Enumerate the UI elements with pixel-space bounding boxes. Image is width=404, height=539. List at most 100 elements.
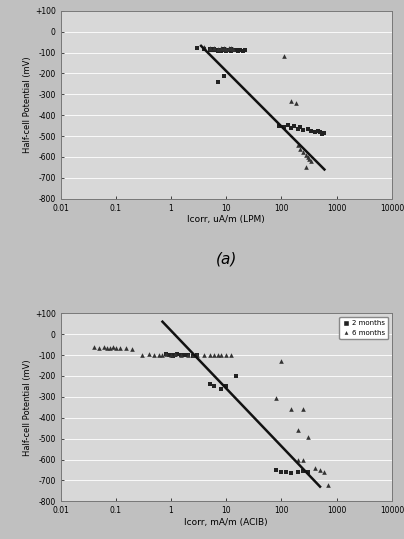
- Point: [194, 351, 201, 360]
- Point: [321, 129, 328, 137]
- Point: [201, 351, 208, 360]
- Point: [206, 351, 213, 360]
- Point: [201, 45, 208, 54]
- Point: [288, 96, 295, 105]
- Point: [177, 351, 184, 360]
- Point: [218, 47, 224, 56]
- Point: [174, 350, 181, 358]
- Point: [151, 351, 158, 360]
- Point: [300, 467, 307, 475]
- Point: [206, 380, 213, 389]
- Point: [303, 150, 309, 159]
- Point: [221, 71, 227, 80]
- Point: [273, 466, 279, 474]
- Point: [139, 351, 145, 360]
- Point: [215, 78, 221, 86]
- Point: [305, 153, 311, 161]
- Point: [215, 46, 221, 54]
- Point: [233, 46, 239, 54]
- Point: [311, 128, 318, 136]
- Point: [146, 350, 152, 358]
- Point: [162, 350, 169, 358]
- Point: [234, 46, 241, 55]
- Point: [172, 351, 179, 360]
- Point: [201, 43, 208, 52]
- Point: [206, 46, 213, 54]
- Point: [300, 126, 307, 134]
- Point: [168, 350, 174, 359]
- Point: [172, 350, 179, 358]
- Point: [159, 351, 166, 360]
- Point: [165, 351, 172, 360]
- X-axis label: Icorr, uA/m (LPM): Icorr, uA/m (LPM): [187, 216, 265, 224]
- Point: [300, 455, 307, 464]
- Point: [223, 46, 229, 55]
- Point: [273, 393, 279, 402]
- Point: [291, 121, 297, 130]
- Point: [317, 466, 323, 474]
- Point: [194, 44, 201, 53]
- Point: [278, 357, 285, 365]
- Point: [233, 372, 239, 381]
- Point: [221, 46, 227, 55]
- Point: [288, 405, 295, 414]
- Point: [225, 44, 232, 52]
- Point: [215, 351, 221, 360]
- Point: [284, 120, 291, 129]
- Point: [300, 148, 307, 156]
- Point: [297, 122, 303, 131]
- Point: [206, 44, 213, 52]
- Point: [100, 343, 107, 351]
- Point: [211, 382, 217, 391]
- Point: [179, 350, 185, 359]
- Point: [321, 468, 328, 476]
- Point: [280, 122, 287, 131]
- Point: [182, 351, 188, 360]
- Point: [223, 45, 229, 53]
- Legend: 2 months, 6 months: 2 months, 6 months: [339, 317, 388, 339]
- Point: [314, 127, 321, 135]
- Point: [206, 45, 213, 53]
- Point: [325, 480, 331, 489]
- Point: [295, 141, 301, 150]
- Point: [211, 46, 217, 55]
- Point: [117, 344, 123, 353]
- Point: [308, 127, 315, 135]
- Point: [218, 384, 224, 393]
- Point: [221, 45, 227, 54]
- Point: [300, 405, 307, 414]
- Point: [305, 125, 311, 133]
- Point: [319, 130, 326, 139]
- Point: [282, 468, 289, 476]
- Point: [211, 45, 217, 54]
- Point: [288, 469, 295, 478]
- Point: [184, 351, 191, 360]
- Point: [295, 125, 301, 133]
- Point: [308, 157, 315, 165]
- Point: [237, 46, 244, 55]
- Point: [221, 44, 227, 53]
- Point: [215, 45, 221, 53]
- Point: [122, 343, 129, 352]
- Point: [295, 468, 301, 476]
- Point: [317, 128, 323, 136]
- Point: [107, 343, 114, 352]
- Point: [305, 468, 311, 476]
- Text: (a): (a): [216, 251, 237, 266]
- X-axis label: Icorr, mA/m (ACIB): Icorr, mA/m (ACIB): [185, 518, 268, 527]
- Point: [231, 46, 238, 55]
- Point: [227, 44, 234, 53]
- Point: [190, 352, 196, 361]
- Point: [292, 98, 299, 107]
- Point: [96, 343, 103, 352]
- Point: [215, 46, 221, 55]
- Point: [311, 464, 318, 472]
- Point: [218, 351, 224, 360]
- Point: [218, 44, 224, 52]
- Point: [223, 46, 229, 54]
- Point: [242, 46, 248, 54]
- Point: [288, 123, 295, 132]
- Point: [211, 350, 217, 359]
- Point: [225, 46, 232, 55]
- Point: [129, 344, 136, 353]
